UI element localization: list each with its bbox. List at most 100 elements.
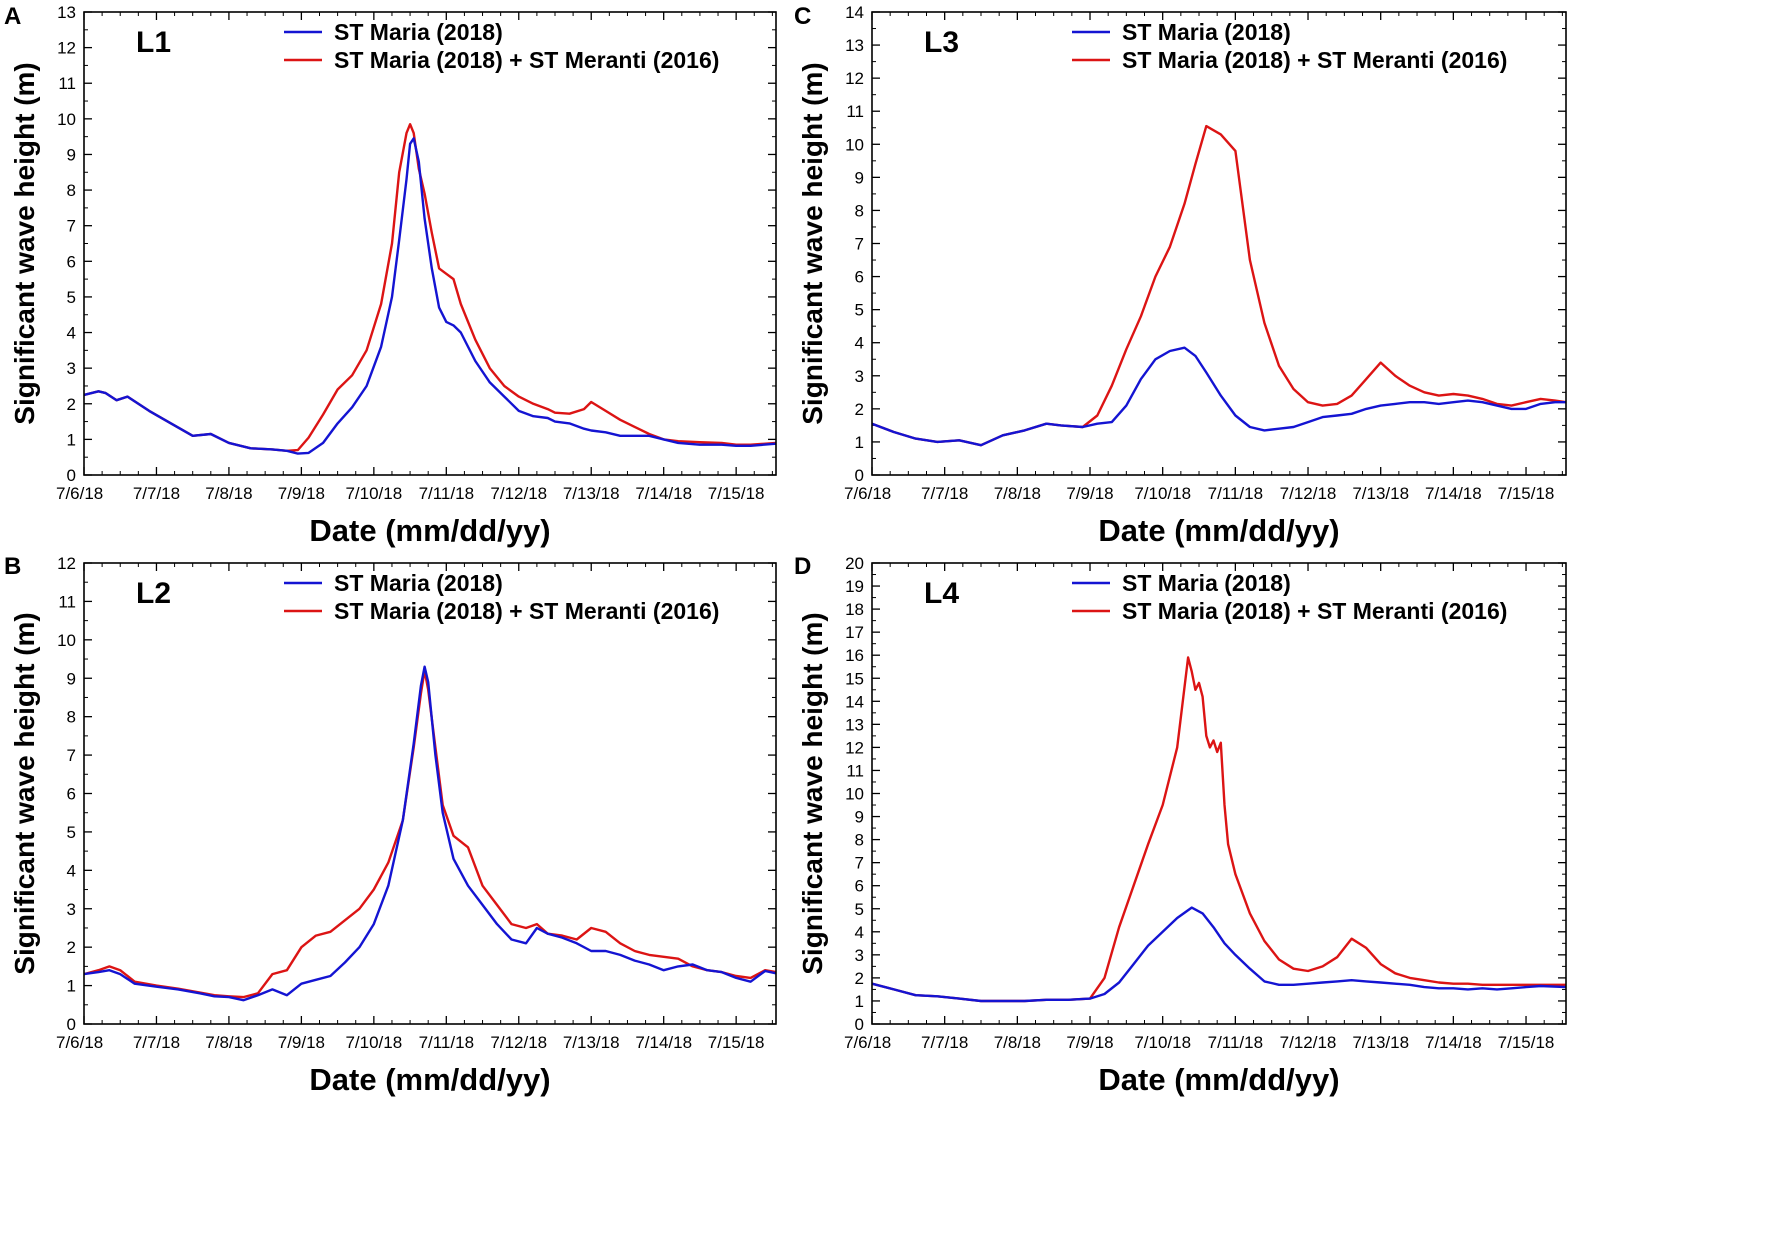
legend-label-1: ST Maria (2018) — [1122, 570, 1291, 596]
plot-frame — [871, 562, 1567, 1025]
series-line-1 — [83, 665, 777, 1002]
y-tick-label: 0 — [855, 1015, 864, 1034]
x-tick-label: 7/12/18 — [1280, 484, 1337, 503]
y-tick-label: 12 — [57, 554, 76, 573]
y-tick-label: 5 — [67, 823, 76, 842]
x-axis-title: Date (mm/dd/yy) — [309, 513, 550, 548]
y-tick-label: 14 — [845, 3, 864, 22]
y-axis-title: Significant wave height (m) — [9, 62, 40, 424]
x-tick-label: 7/14/18 — [1425, 484, 1482, 503]
y-tick-label: 4 — [67, 861, 76, 880]
plot-frame — [83, 11, 777, 476]
y-tick-label: 2 — [855, 400, 864, 419]
x-tick-label: 7/8/18 — [205, 484, 252, 503]
legend-label-2: ST Maria (2018) + ST Meranti (2016) — [334, 47, 719, 73]
y-tick-label: 6 — [67, 252, 76, 271]
y-tick-label: 5 — [67, 288, 76, 307]
x-tick-label: 7/14/18 — [635, 1033, 692, 1052]
legend-label-2: ST Maria (2018) + ST Meranti (2016) — [334, 598, 719, 624]
y-axis-title: Significant wave height (m) — [797, 612, 828, 974]
y-tick-label: 2 — [67, 395, 76, 414]
y-tick-label: 6 — [855, 877, 864, 896]
x-tick-label: 7/13/18 — [1352, 1033, 1409, 1052]
y-tick-label: 16 — [845, 646, 864, 665]
panel-letter: D — [794, 553, 811, 580]
x-tick-label: 7/7/18 — [921, 1033, 968, 1052]
series-line-1 — [871, 906, 1567, 1003]
y-tick-label: 18 — [845, 600, 864, 619]
y-tick-label: 9 — [855, 168, 864, 187]
y-tick-label: 12 — [57, 39, 76, 58]
x-tick-label: 7/6/18 — [56, 484, 103, 503]
x-tick-label: 7/9/18 — [1066, 1033, 1113, 1052]
y-tick-label: 9 — [67, 669, 76, 688]
series-line-2 — [83, 669, 777, 999]
x-tick-label: 7/7/18 — [921, 484, 968, 503]
panel-letter: B — [4, 553, 21, 580]
x-tick-label: 7/9/18 — [278, 1033, 325, 1052]
y-tick-label: 10 — [845, 135, 864, 154]
x-axis-title: Date (mm/dd/yy) — [1098, 1062, 1339, 1097]
legend-label-1: ST Maria (2018) — [334, 570, 503, 596]
x-tick-label: 7/13/18 — [563, 484, 620, 503]
legend-label-1: ST Maria (2018) — [1122, 19, 1291, 45]
y-tick-label: 7 — [855, 235, 864, 254]
y-tick-label: 3 — [67, 359, 76, 378]
y-tick-label: 7 — [67, 746, 76, 765]
y-tick-label: 4 — [67, 324, 76, 343]
legend-label-2: ST Maria (2018) + ST Meranti (2016) — [1122, 598, 1507, 624]
x-tick-label: 7/14/18 — [1425, 1033, 1482, 1052]
x-tick-label: 7/7/18 — [133, 1033, 180, 1052]
panel-letter: C — [794, 3, 811, 30]
y-tick-label: 19 — [845, 577, 864, 596]
y-tick-label: 5 — [855, 900, 864, 919]
y-tick-label: 3 — [855, 367, 864, 386]
x-tick-label: 7/9/18 — [278, 484, 325, 503]
x-tick-label: 7/7/18 — [133, 484, 180, 503]
y-tick-label: 5 — [855, 301, 864, 320]
x-tick-label: 7/6/18 — [844, 484, 891, 503]
x-tick-label: 7/12/18 — [490, 484, 547, 503]
y-tick-label: 14 — [845, 692, 864, 711]
x-tick-label: 7/11/18 — [1208, 1033, 1263, 1052]
y-tick-label: 0 — [67, 466, 76, 485]
y-tick-label: 8 — [855, 831, 864, 850]
y-tick-label: 11 — [58, 74, 76, 93]
y-tick-label: 0 — [855, 466, 864, 485]
x-axis-title: Date (mm/dd/yy) — [309, 1062, 550, 1097]
y-tick-label: 10 — [57, 110, 76, 129]
y-tick-label: 6 — [67, 785, 76, 804]
y-tick-label: 8 — [67, 708, 76, 727]
y-tick-label: 11 — [58, 592, 76, 611]
y-tick-label: 12 — [845, 69, 864, 88]
y-axis-title: Significant wave height (m) — [9, 612, 40, 974]
y-tick-label: 8 — [855, 201, 864, 220]
legend-label-2: ST Maria (2018) + ST Meranti (2016) — [1122, 47, 1507, 73]
site-label: L1 — [136, 26, 171, 59]
x-tick-label: 7/13/18 — [1352, 484, 1409, 503]
x-tick-label: 7/6/18 — [56, 1033, 103, 1052]
x-tick-label: 7/13/18 — [563, 1033, 620, 1052]
y-tick-label: 1 — [855, 433, 864, 452]
y-tick-label: 8 — [67, 181, 76, 200]
series-line-2 — [871, 124, 1567, 447]
x-tick-label: 7/11/18 — [1208, 484, 1263, 503]
x-tick-label: 7/8/18 — [994, 1033, 1041, 1052]
series-line-1 — [871, 346, 1566, 447]
y-tick-label: 1 — [855, 992, 864, 1011]
x-tick-label: 7/12/18 — [1280, 1033, 1337, 1052]
y-tick-label: 9 — [855, 808, 864, 827]
y-tick-label: 6 — [855, 268, 864, 287]
y-tick-label: 1 — [67, 977, 76, 996]
x-tick-label: 7/10/18 — [345, 1033, 402, 1052]
y-tick-label: 7 — [855, 854, 864, 873]
y-tick-label: 0 — [67, 1015, 76, 1034]
x-tick-label: 7/15/18 — [708, 1033, 765, 1052]
x-tick-label: 7/10/18 — [1134, 484, 1191, 503]
x-tick-label: 7/10/18 — [345, 484, 402, 503]
x-tick-label: 7/8/18 — [994, 484, 1041, 503]
series-line-2 — [871, 656, 1566, 1003]
